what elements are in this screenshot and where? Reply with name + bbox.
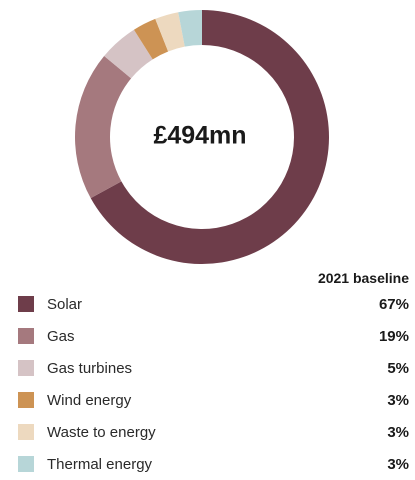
donut-slice-thermal-energy xyxy=(178,10,202,47)
legend-swatch xyxy=(18,424,34,440)
legend-value: 5% xyxy=(387,359,409,377)
donut-slice-wind-energy xyxy=(133,18,169,60)
donut-slice-gas xyxy=(75,56,132,199)
legend-column-header: 2021 baseline xyxy=(317,270,409,286)
legend-label: Thermal energy xyxy=(47,455,153,473)
legend: Solar 67% Gas 19% Gas turbines 5% Wind energy 3… xyxy=(18,288,409,480)
legend-label: Gas turbines xyxy=(47,359,133,377)
legend-label: Wind energy xyxy=(47,391,132,409)
legend-swatch xyxy=(18,392,34,408)
donut-slice-solar xyxy=(90,10,330,264)
donut-center-total: £494mn xyxy=(153,122,246,150)
donut-slice-gas-turbines xyxy=(104,29,153,79)
legend-value: 3% xyxy=(387,391,409,409)
legend-value: 3% xyxy=(387,455,409,473)
legend-label: Waste to energy xyxy=(47,423,156,441)
legend-value: 19% xyxy=(378,327,409,345)
legend-item-solar: Solar 67% xyxy=(18,288,409,320)
legend-item-gas-turbines: Gas turbines 5% xyxy=(18,352,409,384)
legend-item-thermal-energy: Thermal energy 3% xyxy=(18,448,409,480)
legend-swatch xyxy=(18,328,34,344)
legend-label: Gas xyxy=(47,327,75,345)
legend-item-wind-energy: Wind energy 3% xyxy=(18,384,409,416)
legend-value: 67% xyxy=(378,295,409,313)
donut-slice-waste-to-energy xyxy=(155,12,185,52)
legend-item-waste-to-energy: Waste to energy 3% xyxy=(18,416,409,448)
legend-label: Solar xyxy=(47,295,83,313)
legend-item-gas: Gas 19% xyxy=(18,320,409,352)
legend-swatch xyxy=(18,296,34,312)
legend-swatch xyxy=(18,360,34,376)
donut-chart: £494mn xyxy=(75,10,330,264)
legend-value: 3% xyxy=(387,423,409,441)
legend-swatch xyxy=(18,456,34,472)
